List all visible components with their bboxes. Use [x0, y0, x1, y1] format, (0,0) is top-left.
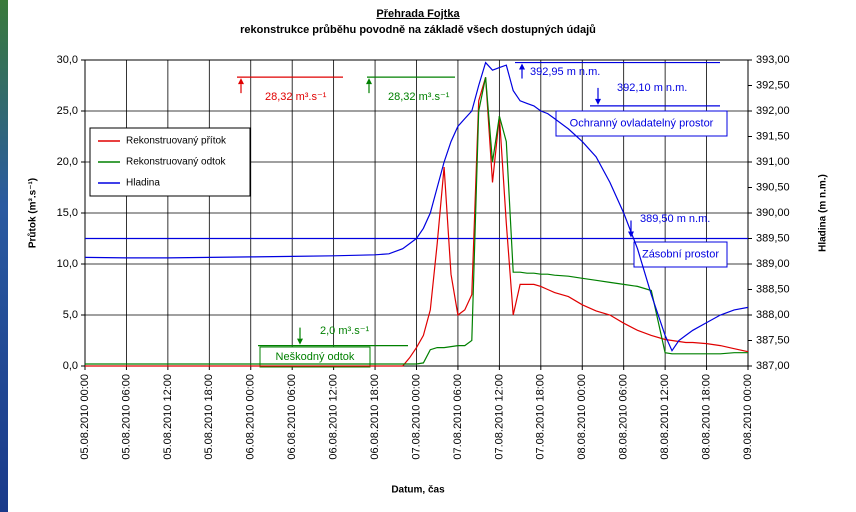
- arrow-head: [238, 78, 244, 85]
- x-tick-label: 07.08.2010 12:00: [493, 374, 505, 460]
- y-tick-label: 5,0: [63, 309, 78, 321]
- series-line: [85, 77, 749, 367]
- x-tick-label: 08.08.2010 12:00: [659, 374, 671, 460]
- x-tick-label: 05.08.2010 00:00: [79, 374, 91, 460]
- x-tick-label: 05.08.2010 18:00: [203, 374, 215, 460]
- annotation-label: 392,10 m n.m.: [617, 82, 687, 94]
- annotation-label: 28,32 m³.s⁻¹: [388, 91, 450, 103]
- annotation-label: 392,95 m n.m.: [530, 66, 600, 78]
- arrow-head: [595, 98, 601, 105]
- x-tick-label: 06.08.2010 12:00: [328, 374, 340, 460]
- x-tick-label: 08.08.2010 00:00: [576, 374, 588, 460]
- legend-label: Rekonstruovaný odtok: [126, 157, 227, 168]
- zone-label: Ochranný ovladatelný prostor: [570, 117, 714, 129]
- chart-subtitle: rekonstrukce průběhu povodně na základě …: [240, 24, 596, 36]
- y2-tick-label: 388,50: [756, 283, 790, 295]
- x-tick-label: 06.08.2010 06:00: [286, 374, 298, 460]
- x-axis-label: Datum, čas: [391, 485, 445, 496]
- y2-tick-label: 387,50: [756, 334, 790, 346]
- y2-tick-label: 388,00: [756, 309, 790, 321]
- y-tick-label: 20,0: [57, 156, 78, 168]
- arrow-head: [519, 63, 525, 70]
- y2-tick-label: 390,00: [756, 207, 790, 219]
- series-line: [84, 61, 749, 352]
- y2-tick-label: 392,50: [756, 79, 790, 91]
- legend-label: Hladina: [126, 178, 160, 189]
- x-tick-label: 05.08.2010 06:00: [120, 374, 132, 460]
- zone-box: [259, 346, 371, 368]
- y2-tick-label: 393,00: [756, 54, 790, 66]
- annotation-label: 28,32 m³.s⁻¹: [265, 91, 327, 103]
- zone-label: Zásobní prostor: [642, 248, 719, 260]
- annotation-label: 389,50 m n.m.: [640, 213, 710, 225]
- x-tick-label: 08.08.2010 06:00: [618, 374, 630, 460]
- zone-box: [633, 241, 728, 268]
- y-axis-label: Průtok (m³.s⁻¹): [27, 178, 39, 248]
- y2-tick-label: 391,50: [756, 130, 790, 142]
- x-tick-label: 05.08.2010 12:00: [162, 374, 174, 460]
- x-tick-label: 07.08.2010 18:00: [535, 374, 547, 460]
- x-tick-label: 06.08.2010 18:00: [369, 374, 381, 460]
- x-tick-label: 07.08.2010 00:00: [410, 374, 422, 460]
- zone-label: Neškodný odtok: [276, 351, 355, 363]
- arrow-head: [297, 338, 303, 345]
- x-tick-label: 07.08.2010 06:00: [452, 374, 464, 460]
- edge-strip: [0, 0, 8, 512]
- legend: [89, 127, 251, 197]
- x-tick-label: 06.08.2010 00:00: [245, 374, 257, 460]
- y2-tick-label: 391,00: [756, 156, 790, 168]
- arrow-head: [628, 231, 634, 238]
- chart-title: Přehrada Fojtka: [376, 8, 460, 20]
- series-line: [85, 77, 748, 365]
- annotation-label: 2,0 m³.s⁻¹: [320, 325, 370, 337]
- y2-tick-label: 389,00: [756, 258, 790, 270]
- arrow-head: [366, 78, 372, 85]
- x-tick-label: 08.08.2010 18:00: [700, 374, 712, 460]
- y-tick-label: 30,0: [57, 54, 78, 66]
- y2-tick-label: 390,50: [756, 181, 790, 193]
- legend-label: Rekonstruovaný přítok: [126, 136, 227, 147]
- y-tick-label: 0,0: [63, 360, 78, 372]
- x-tick-label: 09.08.2010 00:00: [742, 374, 754, 460]
- y2-tick-label: 392,00: [756, 105, 790, 117]
- plot-border: [84, 59, 749, 367]
- y2-tick-label: 389,50: [756, 232, 790, 244]
- y2-tick-label: 387,00: [756, 360, 790, 372]
- zone-box: [555, 110, 728, 137]
- y-tick-label: 10,0: [57, 258, 78, 270]
- y-tick-label: 15,0: [57, 207, 78, 219]
- y2-axis-label: Hladina (m n.m.): [818, 174, 829, 252]
- y-tick-label: 25,0: [57, 105, 78, 117]
